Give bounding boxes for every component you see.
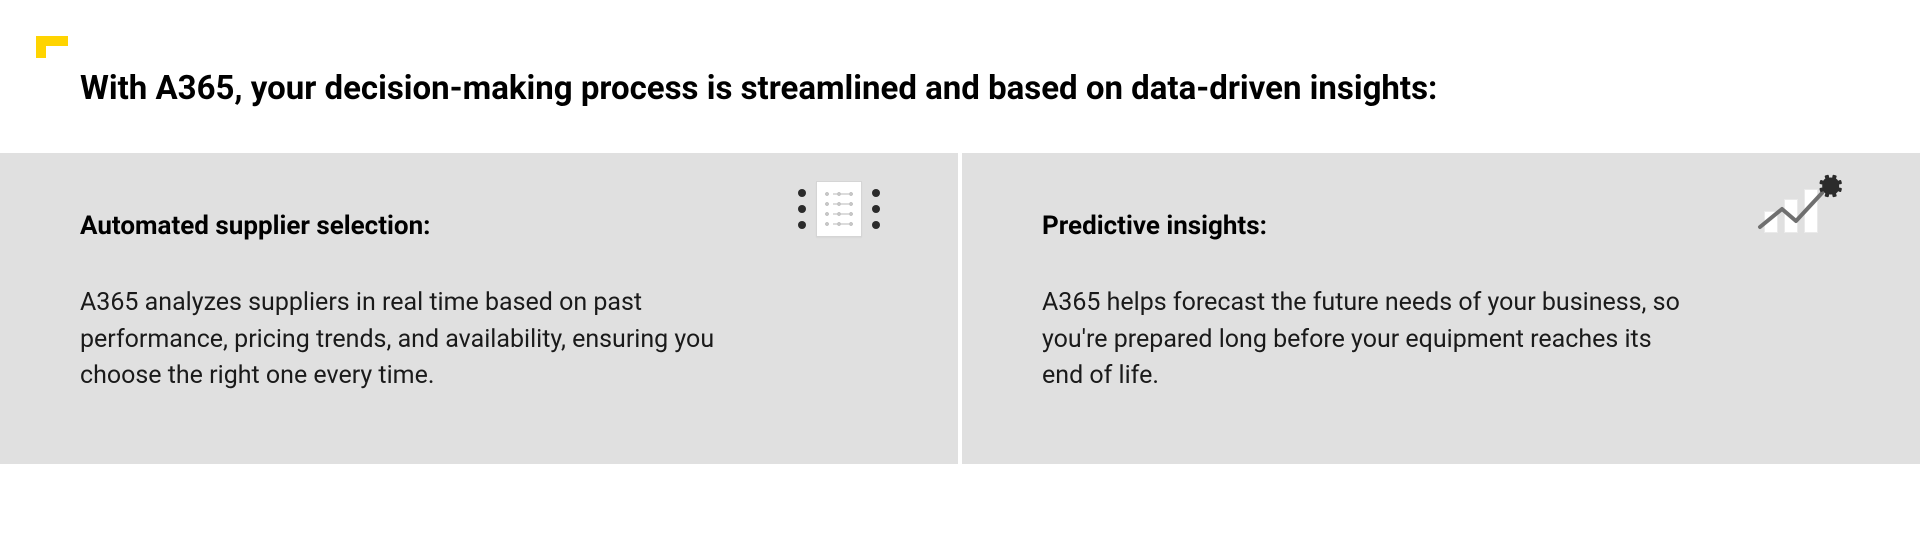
header-area: With A365, your decision-making process …: [0, 0, 1920, 153]
dot-column-left: [798, 189, 806, 229]
card-title: Predictive insights:: [1042, 211, 1840, 241]
card-body: A365 helps forecast the future needs of …: [1042, 285, 1682, 394]
predictive-insights-icon: [1722, 177, 1842, 241]
headline: With A365, your decision-making process …: [80, 32, 1840, 109]
cards-row: Automated supplier selection: A365 analy…: [0, 153, 1920, 464]
feature-card-predictive-insights: Predictive insights: A365 helps forecast…: [962, 153, 1920, 464]
card-body: A365 analyzes suppliers in real time bas…: [80, 285, 720, 394]
gear-icon: [1818, 173, 1844, 199]
supplier-selection-icon: [760, 177, 880, 241]
selection-graphic: [798, 181, 880, 237]
document-icon: [816, 181, 862, 237]
page: With A365, your decision-making process …: [0, 0, 1920, 464]
dot-column-right: [872, 189, 880, 229]
forecast-graphic: [1756, 179, 1842, 239]
accent-corner-icon: [36, 36, 68, 58]
card-title: Automated supplier selection:: [80, 211, 878, 241]
feature-card-supplier-selection: Automated supplier selection: A365 analy…: [0, 153, 958, 464]
